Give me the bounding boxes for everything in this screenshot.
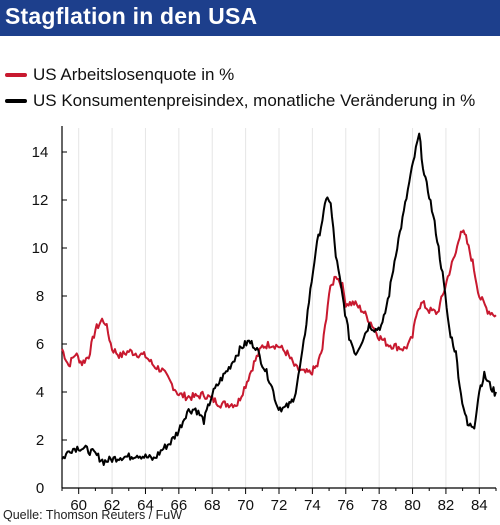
legend-item-unemployment: US Arbeitslosenquote in % [5,62,475,88]
x-tick-label-62: 62 [104,497,121,514]
chart-title: Stagflation in den USA [5,3,258,29]
x-tick-label-78: 78 [371,497,388,514]
series-line-cpi [61,132,497,466]
legend-label-cpi: US Konsumentenpreisindex, monatliche Ver… [33,91,476,110]
x-tick-label-60: 60 [70,497,87,514]
x-tick-label-74: 74 [304,497,321,514]
x-tick-label-70: 70 [237,497,254,514]
x-tick-label-82: 82 [438,497,455,514]
series-line-unemployment [61,229,497,409]
x-tick-label-80: 80 [404,497,421,514]
legend-label-unemployment: US Arbeitslosenquote in % [33,65,235,84]
y-tick-label-0: 0 [36,480,44,497]
x-tick-label-72: 72 [271,497,288,514]
x-tick-label-76: 76 [337,497,354,514]
legend-swatch-unemployment [5,73,27,77]
x-tick-label-68: 68 [204,497,221,514]
x-tick-label-84: 84 [471,497,488,514]
y-tick-label-8: 8 [36,288,44,305]
legend: US Arbeitslosenquote in % US Konsumenten… [5,62,475,114]
y-tick-label-10: 10 [32,240,49,257]
y-tick-label-2: 2 [36,432,44,449]
title-bar: Stagflation in den USA [0,0,500,36]
y-tick-label-4: 4 [36,384,44,401]
source-note: Quelle: Thomson Reuters / FuW [3,508,183,522]
x-tick-label-66: 66 [171,497,188,514]
legend-item-cpi: US Konsumentenpreisindex, monatliche Ver… [5,88,475,114]
legend-swatch-cpi [5,99,27,103]
y-tick-label-6: 6 [36,336,44,353]
y-tick-label-14: 14 [32,144,49,161]
y-tick-label-12: 12 [32,192,49,209]
x-tick-label-64: 64 [137,497,154,514]
